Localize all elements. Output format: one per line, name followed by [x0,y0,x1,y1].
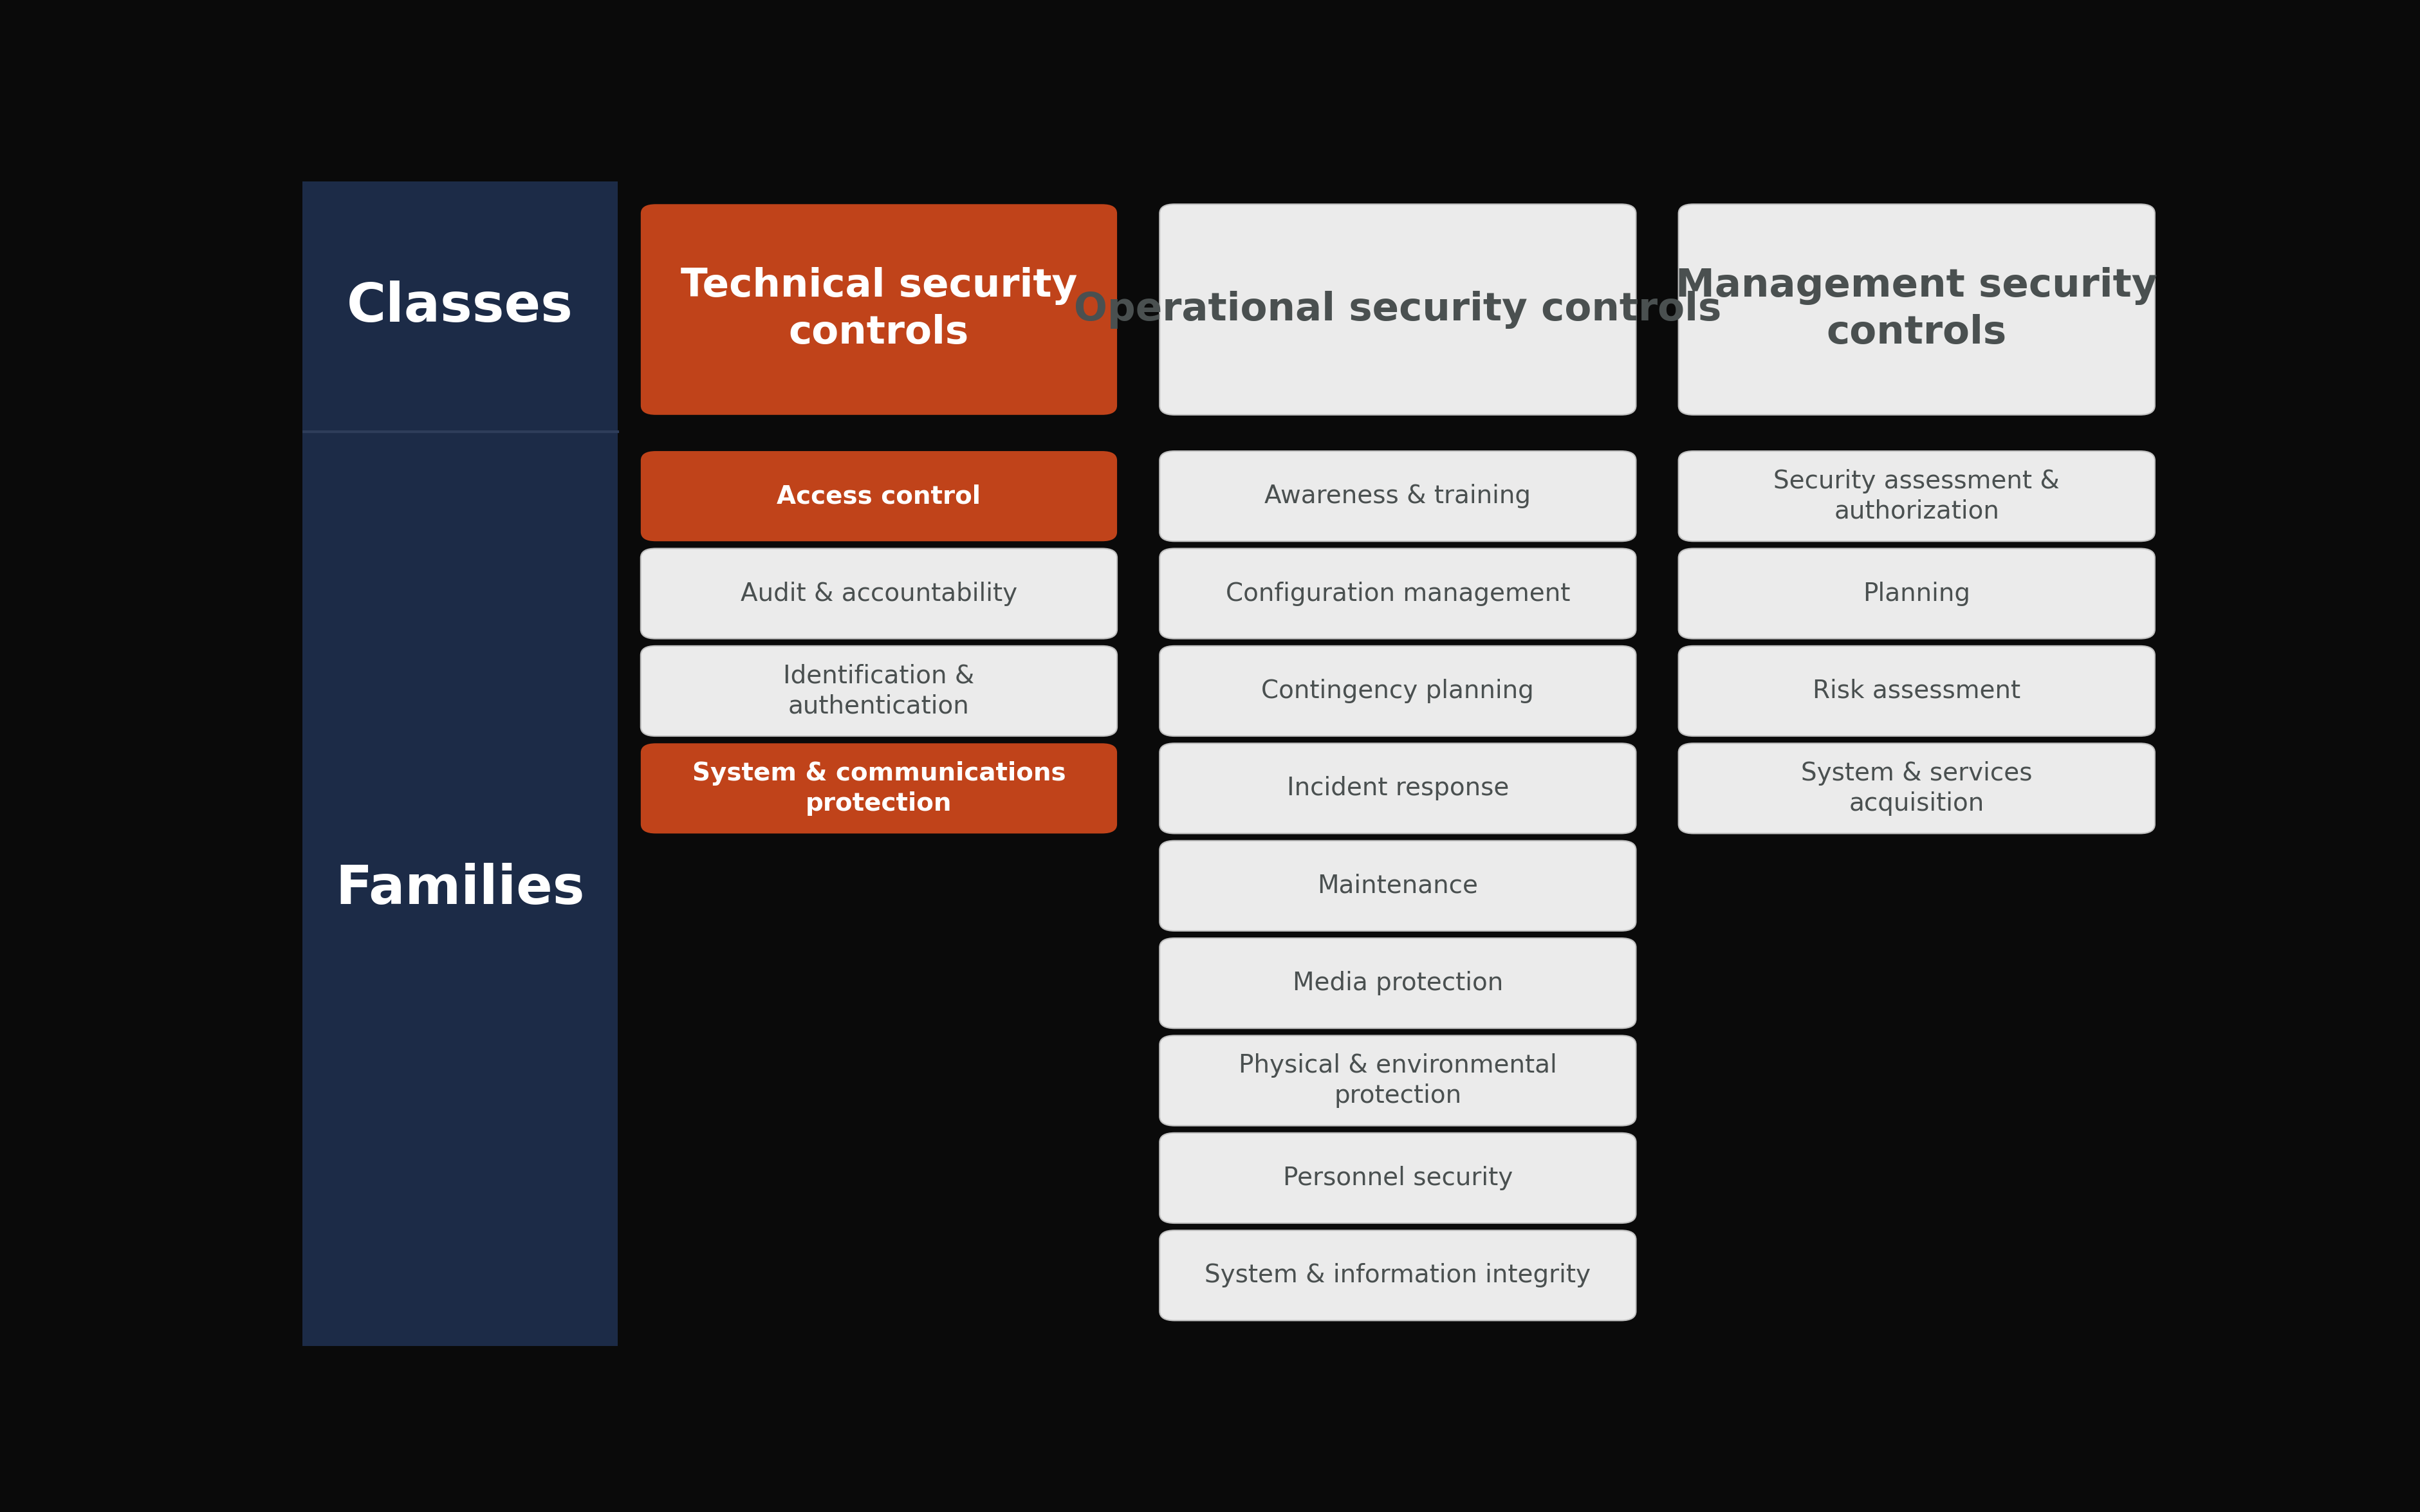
FancyBboxPatch shape [1159,1231,1636,1320]
Text: Management security
controls: Management security controls [1675,268,2159,352]
FancyBboxPatch shape [1159,646,1636,736]
FancyBboxPatch shape [1679,451,2154,541]
FancyBboxPatch shape [1679,744,2154,833]
FancyBboxPatch shape [641,744,1118,833]
FancyBboxPatch shape [1159,549,1636,638]
Text: System & communications
protection: System & communications protection [692,761,1065,816]
Text: Personnel security: Personnel security [1283,1166,1512,1190]
Text: Families: Families [336,863,586,915]
Text: Classes: Classes [346,281,574,333]
Text: Contingency planning: Contingency planning [1261,679,1534,703]
Text: System & services
acquisition: System & services acquisition [1800,761,2033,816]
FancyBboxPatch shape [1159,204,1636,414]
FancyBboxPatch shape [641,451,1118,541]
FancyBboxPatch shape [1159,1036,1636,1126]
Text: Media protection: Media protection [1292,971,1503,995]
FancyBboxPatch shape [1159,451,1636,541]
Text: Awareness & training: Awareness & training [1266,484,1532,508]
FancyBboxPatch shape [641,549,1118,638]
Text: Access control: Access control [777,484,980,508]
Text: Identification &
authentication: Identification & authentication [784,664,975,718]
Text: Operational security controls: Operational security controls [1074,290,1721,328]
FancyBboxPatch shape [1159,744,1636,833]
Text: Configuration management: Configuration management [1225,581,1571,606]
Text: System & information integrity: System & information integrity [1205,1263,1590,1288]
Text: Planning: Planning [1863,581,1970,606]
Text: Maintenance: Maintenance [1316,874,1479,898]
Text: Technical security
controls: Technical security controls [680,268,1077,352]
FancyBboxPatch shape [641,204,1118,414]
FancyBboxPatch shape [1159,1132,1636,1223]
FancyBboxPatch shape [1679,204,2154,414]
FancyBboxPatch shape [1679,549,2154,638]
Text: Audit & accountability: Audit & accountability [741,581,1016,606]
FancyBboxPatch shape [641,646,1118,736]
FancyBboxPatch shape [1159,937,1636,1028]
Text: Security assessment &
authorization: Security assessment & authorization [1774,469,2059,523]
FancyBboxPatch shape [1679,646,2154,736]
Text: Physical & environmental
protection: Physical & environmental protection [1239,1054,1556,1108]
FancyBboxPatch shape [1159,841,1636,931]
Text: Risk assessment: Risk assessment [1813,679,2021,703]
FancyBboxPatch shape [302,181,617,1346]
Text: Incident response: Incident response [1287,776,1510,801]
